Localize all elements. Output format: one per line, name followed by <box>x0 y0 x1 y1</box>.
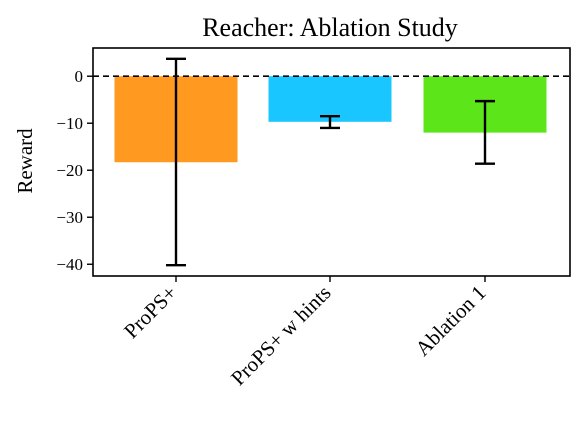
x-tick-label-1: ProPS+ w hints <box>226 281 336 391</box>
y-tick-label-3: −30 <box>56 208 83 227</box>
y-tick-label-2: −20 <box>56 161 83 180</box>
plot-area: 0 −10 −20 −30 −40 ProPS+ ProPS+ w hints Ablatio… <box>56 47 571 391</box>
y-tick-label-4: −40 <box>56 255 83 274</box>
bar-1 <box>268 76 392 122</box>
y-tick-label-0: 0 <box>75 67 84 86</box>
chart-title: Reacher: Ablation Study <box>202 13 458 42</box>
y-tick-label-1: −10 <box>56 114 83 133</box>
axes-frame <box>92 47 571 277</box>
y-axis-label: Reward <box>13 128 37 194</box>
x-tick-label-0: ProPS+ <box>119 281 181 343</box>
x-tick-label-2: Ablation 1 <box>410 281 490 361</box>
